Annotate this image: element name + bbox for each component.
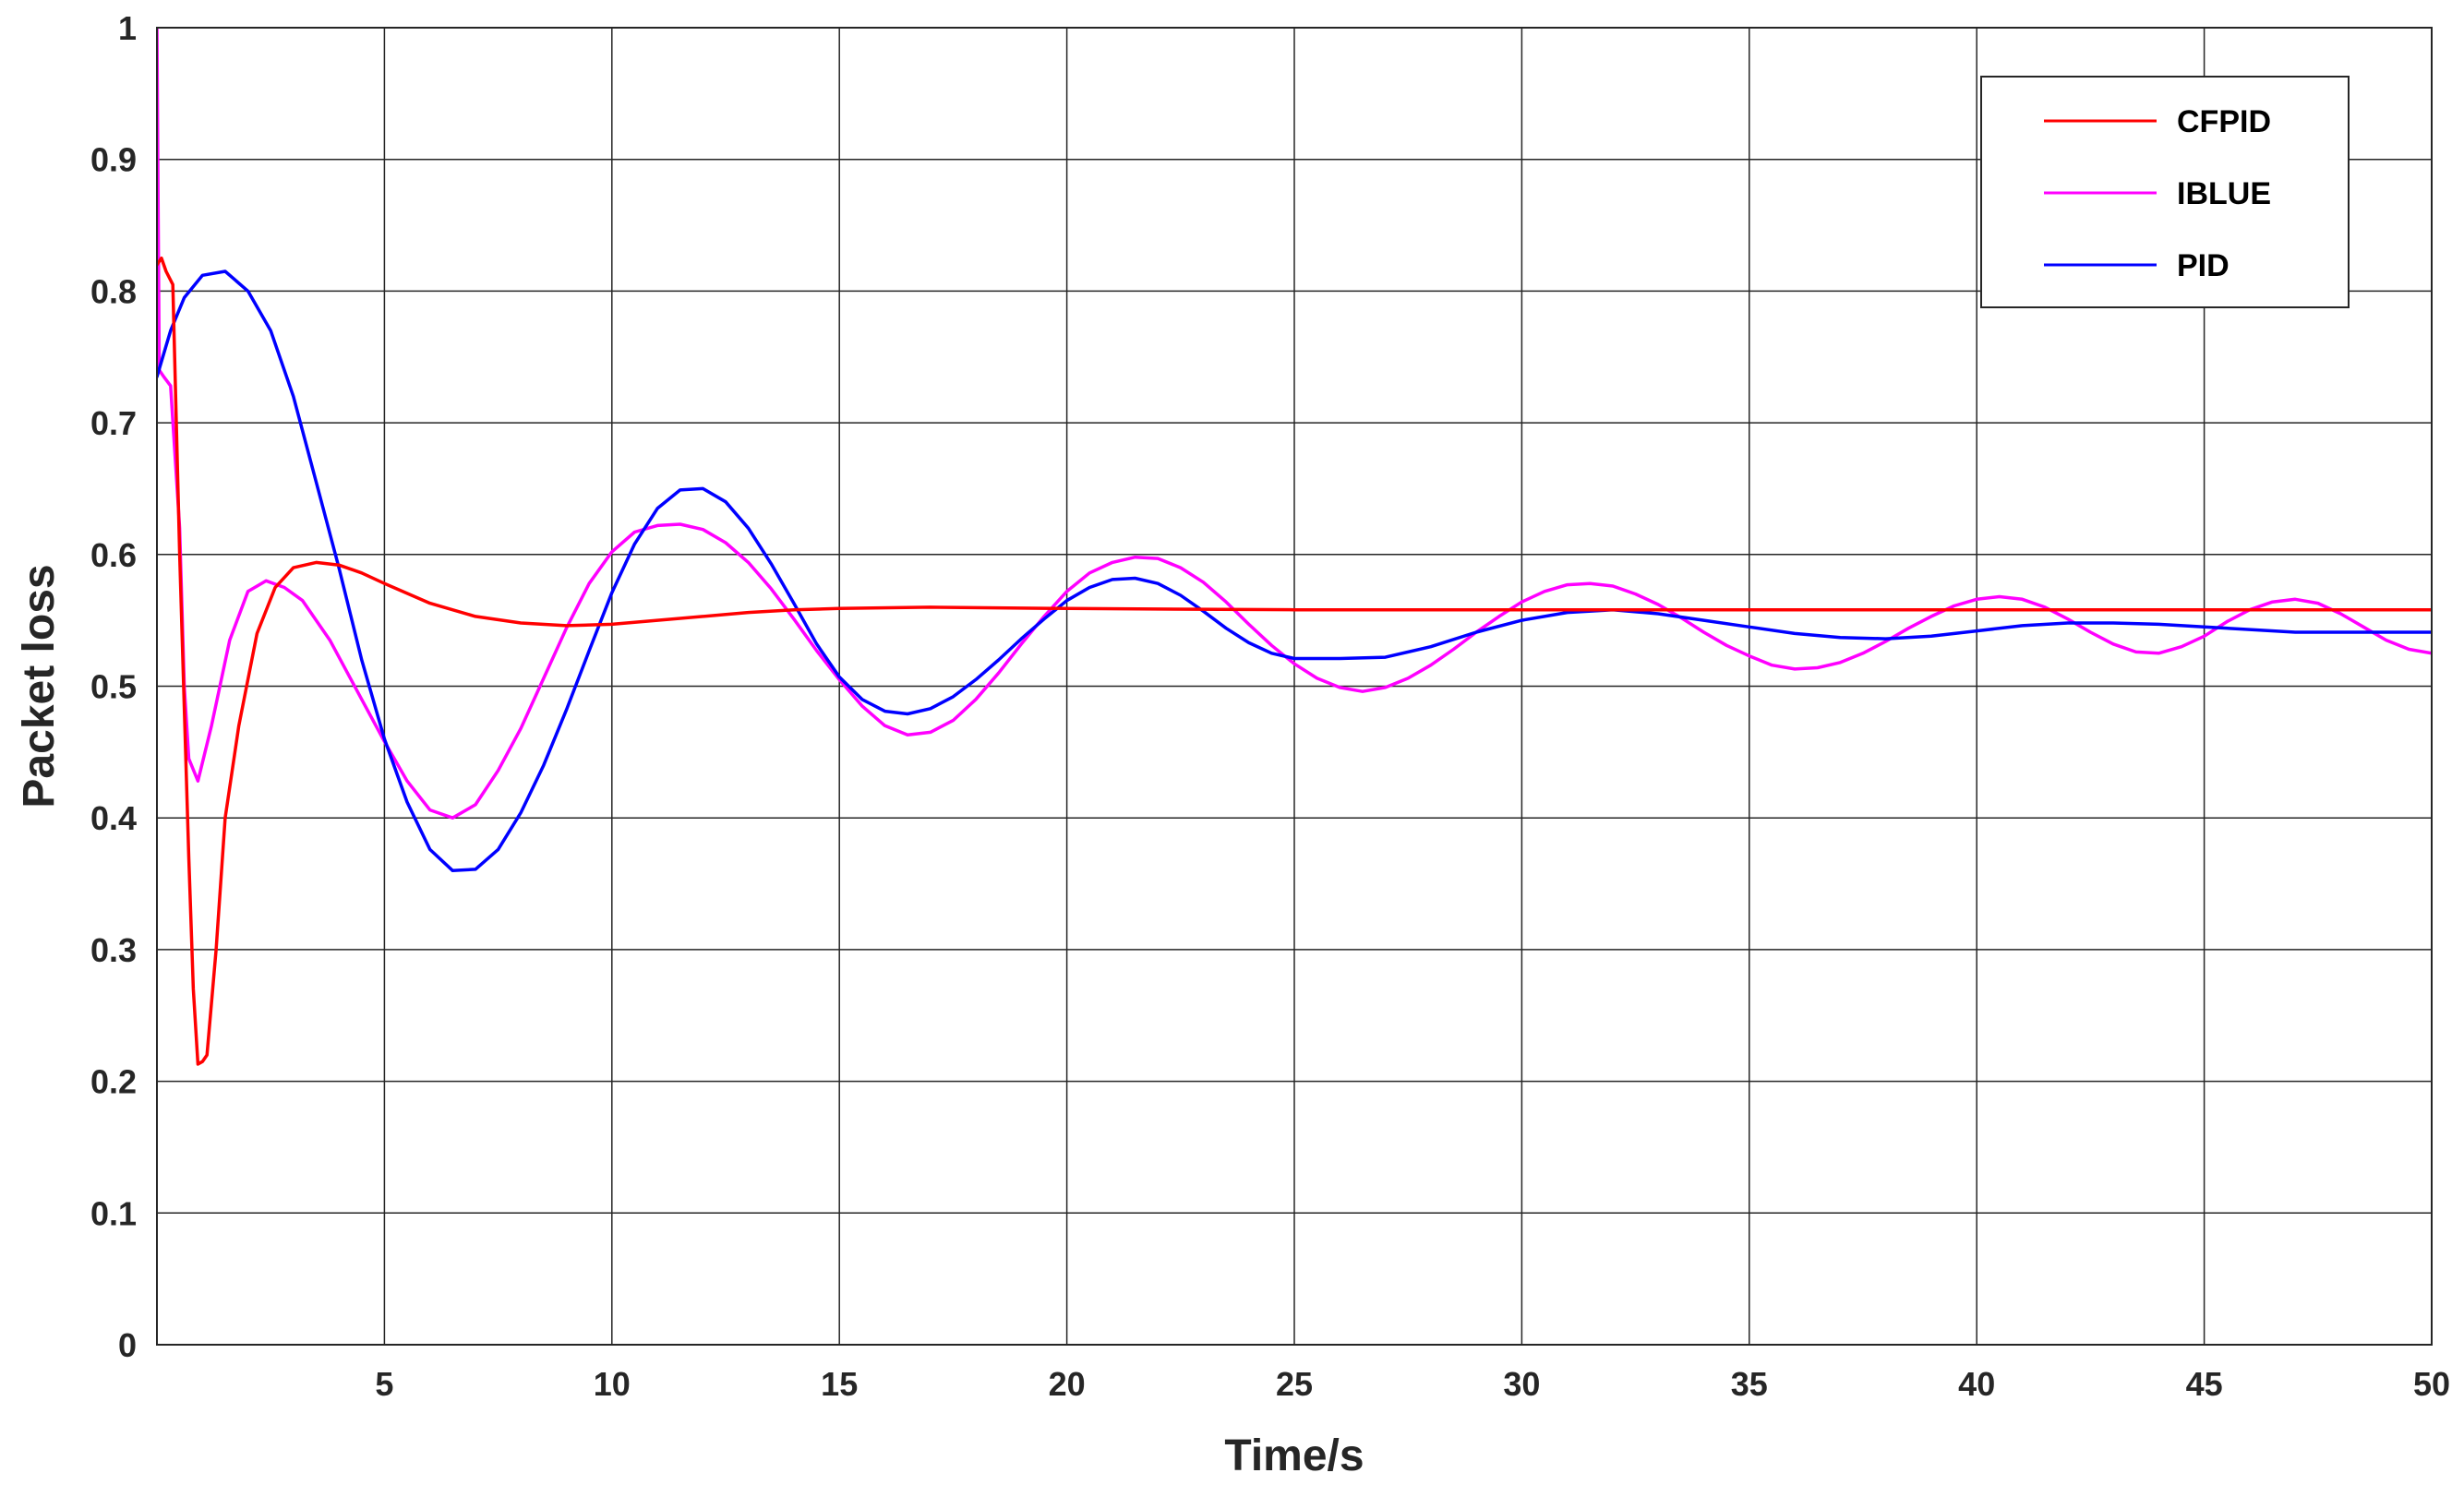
legend-box xyxy=(1980,76,2350,308)
y-axis-ticks: 0 0.1 0.2 0.3 0.4 0.5 0.6 0.7 0.8 0.9 1 xyxy=(90,9,137,1364)
y-tick-label: 1 xyxy=(118,9,137,47)
legend-label-pid: PID xyxy=(2177,248,2230,283)
y-tick-label: 0 xyxy=(118,1326,137,1364)
x-tick-label: 30 xyxy=(1503,1365,1540,1403)
y-tick-label: 0.8 xyxy=(90,272,137,310)
y-tick-label: 0.9 xyxy=(90,141,137,179)
y-tick-label: 0.5 xyxy=(90,668,137,706)
legend-entry-iblue: IBLUE xyxy=(2044,176,2271,211)
y-tick-label: 0.7 xyxy=(90,404,137,442)
series-line-pid xyxy=(157,269,2432,873)
legend-label-cfpid: CFPID xyxy=(2177,104,2271,139)
y-tick-label: 0.2 xyxy=(90,1063,137,1101)
x-tick-label: 25 xyxy=(1276,1365,1313,1403)
x-tick-label: 40 xyxy=(1958,1365,1995,1403)
x-tick-label: 45 xyxy=(2186,1365,2223,1403)
x-tick-label: 10 xyxy=(594,1365,631,1403)
plot-frame xyxy=(156,27,2433,1346)
y-tick-label: 0.4 xyxy=(90,799,137,837)
x-axis-ticks: 5 10 15 20 25 30 35 40 45 50 xyxy=(375,1365,2450,1403)
x-tick-label: 20 xyxy=(1049,1365,1086,1403)
x-tick-label: 35 xyxy=(1731,1365,1768,1403)
legend-entry-pid: PID xyxy=(2044,248,2230,283)
y-tick-label: 0.6 xyxy=(90,536,137,574)
x-axis-label: Time/s xyxy=(1224,1431,1364,1480)
legend: CFPID IBLUE PID xyxy=(1980,76,2350,308)
x-tick-label: 50 xyxy=(2413,1365,2450,1403)
series-lines xyxy=(157,28,2432,1066)
legend-label-iblue: IBLUE xyxy=(2177,176,2271,211)
x-tick-label: 5 xyxy=(375,1365,393,1403)
series-line-iblue xyxy=(157,28,2432,820)
legend-entry-cfpid: CFPID xyxy=(2044,104,2271,139)
series-line-cfpid xyxy=(157,256,2432,1066)
y-axis-label: Packet loss xyxy=(15,564,64,808)
y-tick-label: 0.1 xyxy=(90,1194,137,1232)
x-tick-label: 15 xyxy=(821,1365,858,1403)
y-tick-label: 0.3 xyxy=(90,931,137,969)
